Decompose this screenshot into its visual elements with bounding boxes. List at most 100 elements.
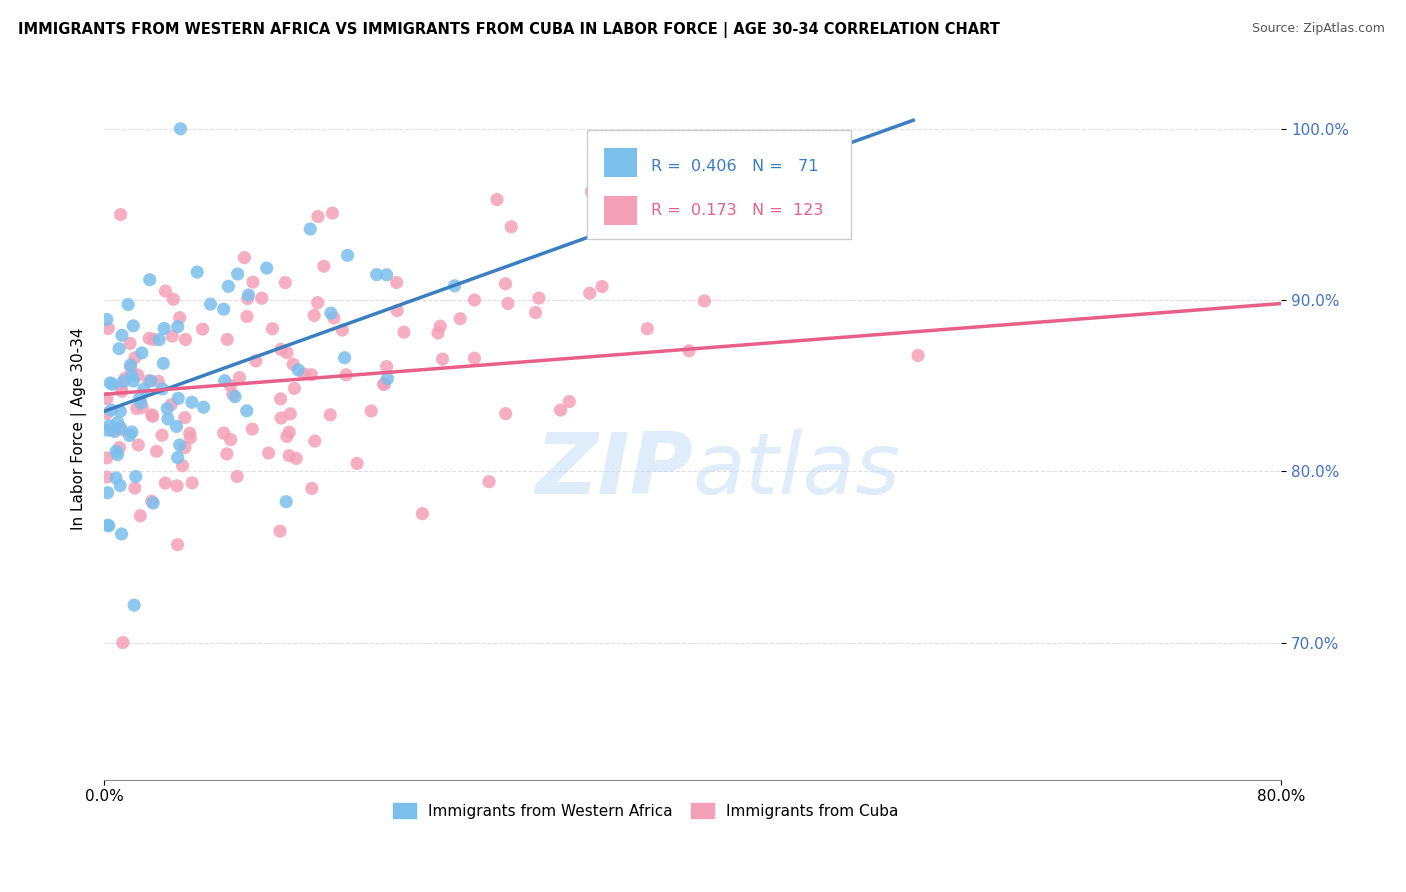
Point <box>122 374 145 388</box>
Point <box>128 391 150 405</box>
Point <box>226 267 249 281</box>
Point <box>124 351 146 365</box>
Point <box>411 507 433 521</box>
Point <box>96 470 118 484</box>
Point <box>150 428 173 442</box>
Point <box>96 407 118 421</box>
Point <box>245 354 267 368</box>
Point <box>283 357 305 371</box>
Point <box>142 496 165 510</box>
Point <box>274 276 297 290</box>
Point <box>131 346 153 360</box>
Point <box>270 392 292 406</box>
Point <box>323 311 346 326</box>
Point <box>257 446 280 460</box>
Point <box>169 310 191 325</box>
Point <box>463 351 485 366</box>
Point <box>240 422 263 436</box>
Point <box>97 485 120 500</box>
Point <box>122 598 145 612</box>
Point <box>219 433 242 447</box>
Point <box>335 368 357 382</box>
Point <box>162 293 184 307</box>
Point <box>276 345 298 359</box>
Point <box>131 401 153 415</box>
Point <box>591 279 613 293</box>
Point <box>283 381 305 395</box>
Point <box>127 438 149 452</box>
Point <box>139 374 162 388</box>
Point <box>155 284 177 298</box>
Point <box>129 396 152 410</box>
Point <box>97 519 120 533</box>
Point <box>285 451 308 466</box>
Point <box>242 275 264 289</box>
Y-axis label: In Labor Force | Age 30-34: In Labor Force | Age 30-34 <box>72 327 87 530</box>
Point <box>443 278 465 293</box>
Point <box>276 494 298 508</box>
Point <box>96 450 118 465</box>
Point <box>97 518 120 533</box>
Point <box>142 409 165 424</box>
Point <box>429 319 451 334</box>
Point <box>373 377 395 392</box>
Point <box>100 423 122 437</box>
Point <box>191 322 214 336</box>
Point <box>373 376 395 391</box>
Point <box>173 410 195 425</box>
Point <box>152 356 174 370</box>
Point <box>307 210 329 224</box>
Point <box>138 374 160 388</box>
Point <box>156 412 179 426</box>
Point <box>180 395 202 409</box>
Point <box>103 425 125 439</box>
Point <box>278 425 301 439</box>
Point <box>107 448 129 462</box>
Point <box>478 475 501 489</box>
Point <box>377 371 399 385</box>
Point <box>228 370 250 384</box>
FancyBboxPatch shape <box>605 195 637 226</box>
Point <box>495 277 517 291</box>
Point <box>179 431 201 445</box>
Point <box>181 475 204 490</box>
Point <box>678 343 700 358</box>
Point <box>276 429 298 443</box>
Point <box>179 426 201 441</box>
Point <box>278 449 301 463</box>
Point <box>96 392 118 406</box>
Point <box>524 305 547 319</box>
Point <box>217 333 239 347</box>
Point <box>270 343 292 357</box>
Point <box>166 450 188 465</box>
Point <box>125 401 148 416</box>
Point <box>132 382 155 396</box>
Point <box>527 291 550 305</box>
Point <box>250 291 273 305</box>
Point <box>581 185 603 199</box>
Point <box>307 295 329 310</box>
Point <box>238 288 260 302</box>
Point <box>299 368 322 382</box>
Point <box>304 434 326 448</box>
Text: atlas: atlas <box>693 429 900 512</box>
Point <box>110 423 132 437</box>
Point <box>96 423 118 437</box>
Point <box>907 348 929 362</box>
Point <box>432 352 454 367</box>
Point <box>495 407 517 421</box>
Point <box>118 336 141 351</box>
Point <box>321 206 343 220</box>
Point <box>111 635 134 649</box>
Point <box>118 428 141 442</box>
Point <box>156 401 179 416</box>
Point <box>129 508 152 523</box>
Point <box>141 408 163 422</box>
Point <box>110 421 132 435</box>
Point <box>107 416 129 430</box>
Point <box>125 469 148 483</box>
Point <box>105 444 128 458</box>
Point <box>270 411 292 425</box>
Text: R =  0.173   N =  123: R = 0.173 N = 123 <box>651 203 824 219</box>
Point <box>174 333 197 347</box>
